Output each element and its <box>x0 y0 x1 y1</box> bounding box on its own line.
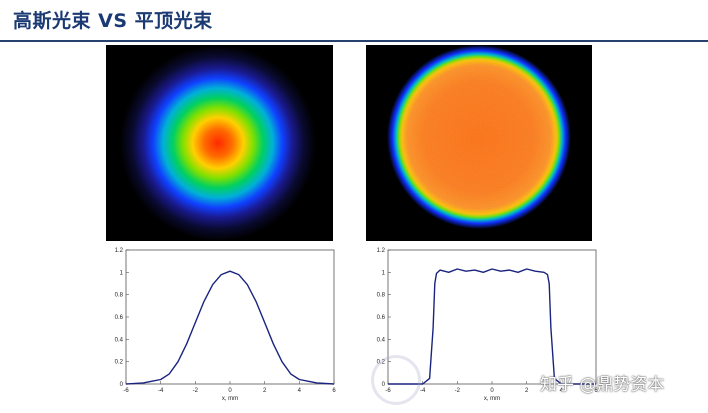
x-tick-label: -4 <box>420 388 426 394</box>
y-tick-label: 0.4 <box>377 337 386 343</box>
y-tick-label: 0.8 <box>115 293 124 299</box>
flat-top-beam-image <box>366 45 592 241</box>
x-tick-label: -6 <box>123 388 129 394</box>
watermark-text: 知乎 @鼎势资本 <box>540 375 665 395</box>
y-tick-label: 0.4 <box>115 337 124 343</box>
y-tick-label: 0 <box>120 382 124 388</box>
flat-top-profile-chart: 0 0.2 0.4 0.6 0.8 1 1.2 -6 -4 -2 0 2 4 6 x, mm <box>370 244 602 412</box>
plot-frame <box>125 249 335 385</box>
x-tick-label: 0 <box>228 388 232 394</box>
x-tick-label: 2 <box>525 388 529 394</box>
x-tick-label: -4 <box>158 388 164 394</box>
page-title: 高斯光束 VS 平顶光束 <box>13 10 213 32</box>
profile-line <box>125 270 335 385</box>
y-tick-label: 0.6 <box>115 315 124 321</box>
title-divider <box>0 40 708 42</box>
x-tick-label: 0 <box>490 388 494 394</box>
x-tick-label: 2 <box>263 388 267 394</box>
y-tick-label: 1.2 <box>377 248 386 254</box>
y-tick-label: 0.8 <box>377 293 386 299</box>
y-tick-label: 0.2 <box>115 360 124 366</box>
x-tick-label: -2 <box>193 388 199 394</box>
y-tick-label: 1 <box>120 270 124 276</box>
gaussian-beam-image <box>106 45 333 241</box>
x-tick-label: -2 <box>455 388 461 394</box>
profile-line <box>388 268 596 385</box>
gaussian-profile-chart: 0 0.2 0.4 0.6 0.8 1 1.2 -6 -4 -2 0 2 4 6 x, mm <box>108 244 340 412</box>
plot-frame <box>387 249 597 385</box>
x-axis-label: x, mm <box>484 396 500 402</box>
y-tick-label: 1.2 <box>115 248 124 254</box>
y-tick-label: 0.6 <box>377 315 386 321</box>
x-tick-label: 4 <box>560 388 564 394</box>
x-tick-label: 4 <box>298 388 302 394</box>
x-tick-label: 6 <box>332 388 336 394</box>
watermark-logo-icon <box>371 355 421 405</box>
x-axis-label: x, mm <box>222 396 238 402</box>
x-tick-label: 6 <box>594 388 598 394</box>
y-tick-label: 1 <box>382 270 386 276</box>
